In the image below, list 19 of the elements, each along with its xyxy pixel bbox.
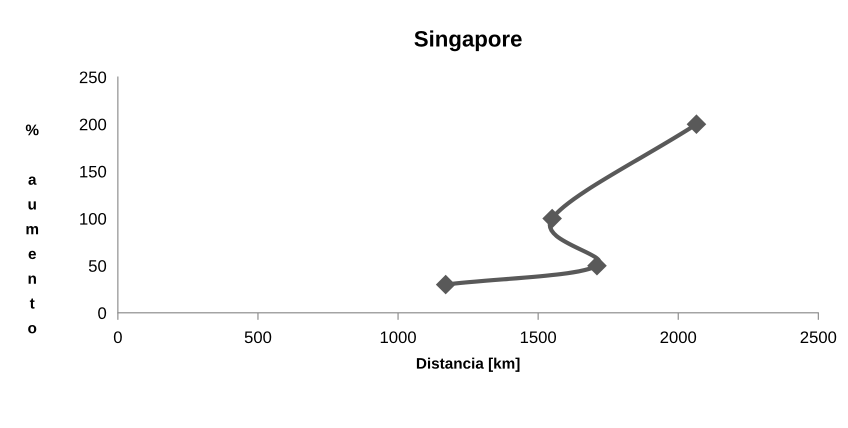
chart-title: Singapore — [414, 30, 522, 52]
x-tick-label: 1000 — [380, 331, 416, 344]
text: % aumento — [26, 124, 39, 334]
point — [436, 275, 456, 294]
y-tick-label: 200 — [80, 118, 106, 130]
x-tick-label: 2000 — [660, 331, 696, 344]
x-tick-label: 500 — [244, 331, 272, 344]
y-tick-label: 250 — [80, 71, 106, 84]
point — [686, 114, 706, 134]
x-tick-label: 0 — [114, 331, 122, 344]
x-axis-title: Distancia [km] — [416, 358, 520, 372]
x-tick-label: 2500 — [800, 331, 836, 344]
point — [542, 209, 562, 228]
x-tick-label: 1500 — [520, 331, 556, 344]
y-tick-label: 50 — [88, 260, 106, 272]
y-tick-label: 100 — [80, 212, 106, 225]
y-tick-label: 150 — [80, 166, 106, 178]
y-tick-label: 0 — [98, 307, 106, 320]
point — [587, 256, 607, 276]
